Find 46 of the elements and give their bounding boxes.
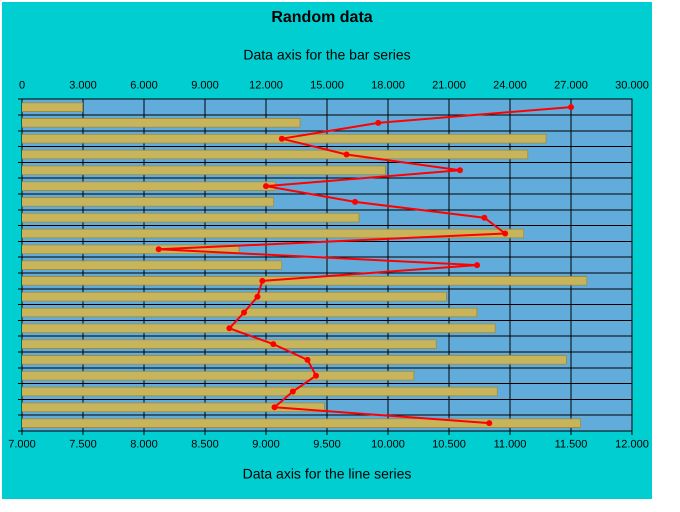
x-tick-label: 10.500 <box>432 438 466 451</box>
x2-tick-label: 30.000 <box>615 80 649 92</box>
x-tick-label: 8.500 <box>191 438 219 451</box>
point <box>481 214 488 221</box>
point <box>226 325 232 332</box>
point <box>486 420 492 426</box>
point <box>313 372 320 379</box>
point <box>263 183 269 190</box>
x-axis-title: Data axis for the line series <box>242 465 412 482</box>
x-tick-label: 7.500 <box>69 438 97 451</box>
point <box>375 120 382 126</box>
point <box>278 136 285 142</box>
x-tick-label: 9.000 <box>252 438 280 451</box>
point <box>502 230 508 236</box>
x-tick-label: 8.000 <box>130 438 158 451</box>
point <box>241 310 248 316</box>
point <box>352 198 358 205</box>
point <box>456 167 463 174</box>
point <box>344 152 350 158</box>
point <box>568 104 574 110</box>
point <box>304 356 310 363</box>
x2-tick-label: 27.000 <box>554 80 588 92</box>
x2-axis-title: Data axis for the bar series <box>243 46 411 62</box>
point <box>474 262 480 268</box>
point <box>290 388 296 394</box>
x-tick-label: 10.000 <box>371 438 405 451</box>
x-tick-label: 11.000 <box>494 438 526 451</box>
x-tick-label: 12.000 <box>615 438 649 451</box>
x2-tick-label: 0 <box>18 80 26 92</box>
x2-tick-label: 24.000 <box>493 80 527 92</box>
x2-tick-label: 12.000 <box>249 80 283 92</box>
point <box>156 246 162 252</box>
x-tick-label: 7.000 <box>8 438 36 451</box>
x2-tick-label: 3.000 <box>69 80 97 92</box>
x2-tick-label: 9.000 <box>191 80 219 92</box>
point <box>270 341 276 348</box>
x2-tick-label: 21.000 <box>432 80 466 92</box>
x2-tick-label: 18.000 <box>371 80 405 92</box>
chart-title: Random data <box>271 9 373 26</box>
x2-tick-label: 15.000 <box>310 80 344 92</box>
x-tick-label: 11.500 <box>554 438 588 451</box>
point <box>259 278 266 284</box>
x2-tick-label: 6.000 <box>130 80 158 92</box>
x-tick-label: 9.500 <box>313 438 341 451</box>
point <box>254 294 260 300</box>
point <box>272 404 278 410</box>
